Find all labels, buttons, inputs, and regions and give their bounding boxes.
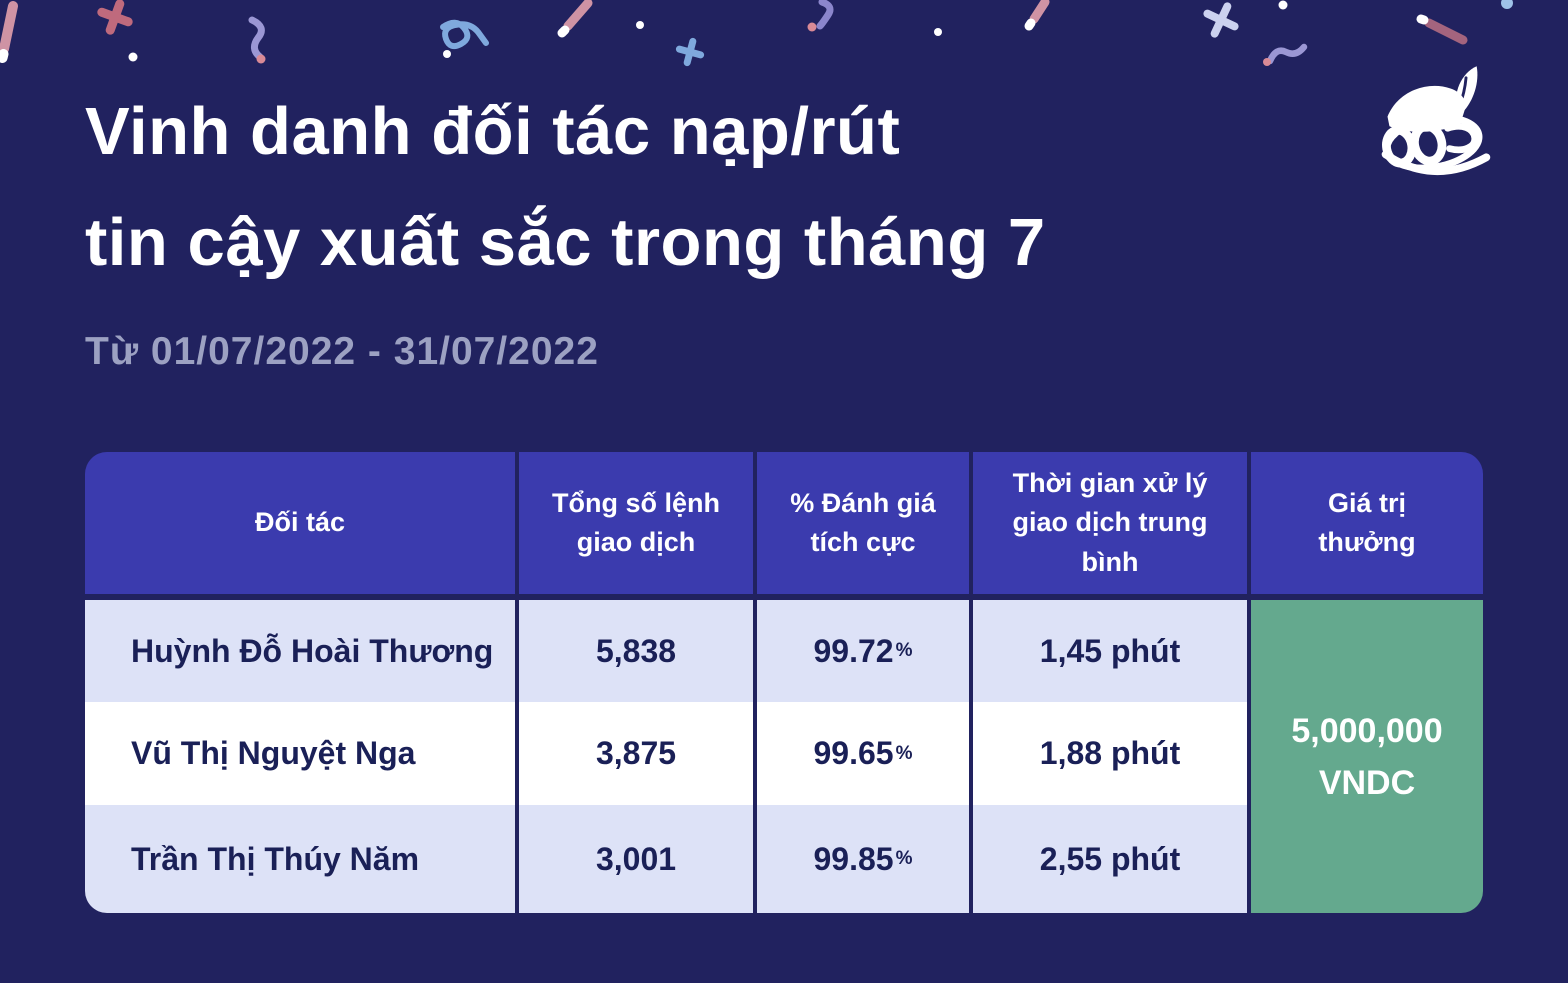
table-cell-positive-rating: 99.72% xyxy=(757,600,969,702)
percent-sign: % xyxy=(895,640,913,661)
percent-sign: % xyxy=(895,848,913,869)
confetti-curl-icon xyxy=(440,19,489,58)
confetti-band xyxy=(0,0,1513,67)
confetti-stick-icon xyxy=(1024,0,1050,31)
confetti-squiggle-icon xyxy=(248,16,266,64)
column-header-partner: Đối tác xyxy=(85,452,515,600)
confetti-stick-icon xyxy=(1416,14,1468,45)
confetti-plus-icon xyxy=(1203,2,1239,38)
confetti-dot-icon xyxy=(1501,0,1513,9)
confetti-dot-icon xyxy=(128,52,138,62)
confetti-dot-icon xyxy=(934,28,942,36)
reward-cell: 5,000,000 VNDC xyxy=(1251,600,1483,913)
confetti-squiggle-icon xyxy=(1263,43,1308,66)
confetti-plus-icon xyxy=(675,37,705,67)
table-cell-avg-time: 1,88 phút xyxy=(973,702,1247,805)
table-cell-total-orders: 3,875 xyxy=(519,702,753,805)
table-cell-partner-name: Vũ Thị Nguyệt Nga xyxy=(85,702,515,805)
page-title-line2: tin cậy xuất sắc trong tháng 7 xyxy=(85,205,1046,280)
table-cell-avg-time: 2,55 phút xyxy=(973,805,1247,913)
column-header-total-orders: Tổng số lệnh giao dịch xyxy=(519,452,753,600)
reward-currency: VNDC xyxy=(1318,763,1416,802)
confetti-dot-icon xyxy=(1278,0,1288,10)
table-cell-positive-rating: 99.85% xyxy=(757,805,969,913)
table-cell-partner-name: Trần Thị Thúy Năm xyxy=(85,805,515,913)
table-cell-total-orders: 3,001 xyxy=(519,805,753,913)
page-title: Vinh danh đối tác nạp/rút tin cậy xuất s… xyxy=(85,76,1435,298)
confetti-stick-icon xyxy=(557,0,593,38)
date-range: Từ 01/07/2022 - 31/07/2022 xyxy=(85,330,599,373)
page-title-line1: Vinh danh đối tác nạp/rút xyxy=(85,94,901,169)
table-cell-positive-rating: 99.65% xyxy=(757,702,969,805)
mascot-logo-icon xyxy=(1381,66,1491,176)
column-header-reward-value: Giá trị thưởng xyxy=(1251,452,1483,600)
column-header-avg-processing-time: Thời gian xử lý giao dịch trung bình xyxy=(973,452,1247,600)
column-header-positive-rating: % Đánh giá tích cực xyxy=(757,452,969,600)
confetti-stick-icon xyxy=(0,1,18,63)
confetti-plus-icon xyxy=(97,0,133,35)
reward-amount: 5,000,000 xyxy=(1291,711,1443,750)
percent-sign: % xyxy=(895,742,913,764)
confetti-squiggle-icon xyxy=(807,0,834,32)
confetti-dot-icon xyxy=(636,21,644,29)
table-cell-avg-time: 1,45 phút xyxy=(973,600,1247,702)
table-cell-partner-name: Huỳnh Đỗ Hoài Thương xyxy=(85,600,515,702)
partners-table: Đối tác Tổng số lệnh giao dịch % Đánh gi… xyxy=(85,452,1483,913)
table-cell-total-orders: 5,838 xyxy=(519,600,753,702)
